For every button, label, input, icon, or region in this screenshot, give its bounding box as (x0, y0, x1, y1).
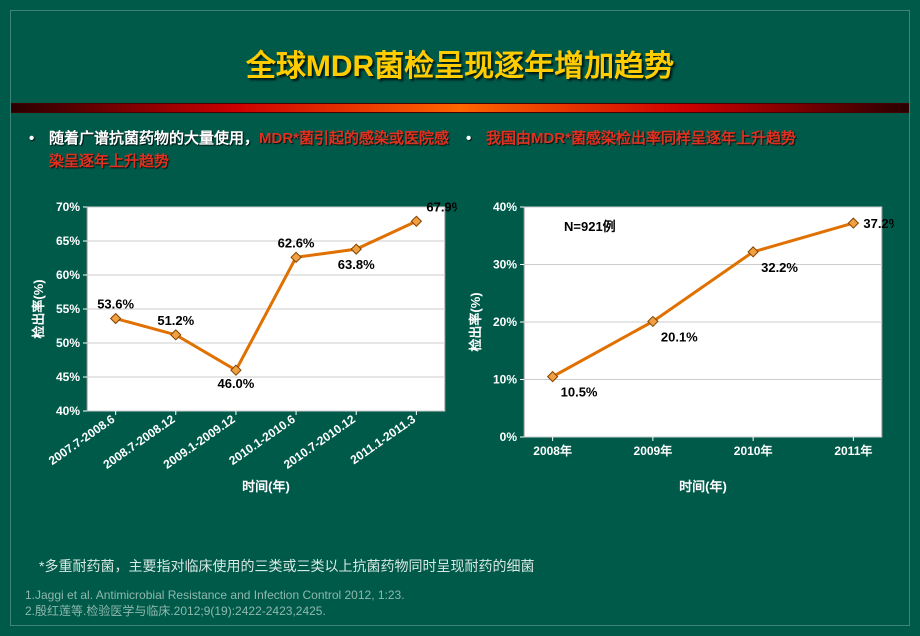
svg-text:20%: 20% (493, 315, 517, 329)
svg-text:45%: 45% (56, 370, 80, 384)
svg-text:检出率(%): 检出率(%) (468, 292, 483, 351)
chart-left: 检出率(%)40%45%50%55%60%65%70%2007.7-2008.6… (29, 197, 454, 497)
svg-text:53.6%: 53.6% (97, 297, 134, 312)
svg-text:10%: 10% (493, 373, 517, 387)
svg-text:10.5%: 10.5% (561, 385, 598, 400)
svg-text:2011年: 2011年 (834, 443, 872, 458)
svg-text:60%: 60% (56, 268, 80, 282)
svg-text:65%: 65% (56, 234, 80, 248)
left-bullet-pre: 随着广谱抗菌药物的大量使用， (49, 130, 259, 147)
svg-text:N=921例: N=921例 (564, 219, 616, 234)
left-bullet: • 随着广谱抗菌药物的大量使用，MDR*菌引起的感染或医院感染呈逐年上升趋势 (29, 127, 454, 189)
svg-text:时间(年): 时间(年) (679, 479, 727, 494)
svg-text:40%: 40% (493, 200, 517, 214)
left-column: • 随着广谱抗菌药物的大量使用，MDR*菌引起的感染或医院感染呈逐年上升趋势 检… (29, 127, 454, 497)
svg-text:32.2%: 32.2% (761, 260, 798, 275)
svg-text:46.0%: 46.0% (217, 376, 254, 391)
svg-text:37.2%: 37.2% (863, 216, 894, 231)
bullet-dot: • (29, 127, 49, 189)
svg-text:40%: 40% (56, 404, 80, 418)
right-column: • 我国由MDR*菌感染检出率同样呈逐年上升趋势 检出率(%) 0% 10% 20% 3… (466, 127, 891, 497)
svg-text:55%: 55% (56, 302, 80, 316)
slide-title: 全球MDR菌检呈现逐年增加趋势 (11, 11, 909, 103)
svg-text:2010年: 2010年 (734, 443, 773, 458)
svg-text:时间(年): 时间(年) (242, 479, 290, 494)
svg-text:20.1%: 20.1% (661, 329, 698, 344)
svg-text:51.2%: 51.2% (157, 313, 194, 328)
svg-text:2009年: 2009年 (634, 443, 673, 458)
right-bullet: • 我国由MDR*菌感染检出率同样呈逐年上升趋势 (466, 127, 891, 189)
svg-text:2011.1-2011.3: 2011.1-2011.3 (348, 412, 419, 467)
svg-text:2008年: 2008年 (533, 443, 572, 458)
ref-1: 1.Jaggi et al. Antimicrobial Resistance … (25, 587, 405, 603)
svg-text:62.6%: 62.6% (278, 235, 315, 250)
chart-right: 检出率(%) 0% 10% 20% 30% 40% 2008年 2009年 2010年 2011年… (466, 197, 891, 497)
references: 1.Jaggi et al. Antimicrobial Resistance … (25, 587, 405, 619)
svg-text:63.8%: 63.8% (338, 257, 375, 272)
title-divider (11, 103, 909, 113)
svg-text:检出率(%): 检出率(%) (31, 279, 46, 338)
svg-text:30%: 30% (493, 258, 517, 272)
svg-text:67.9%: 67.9% (426, 199, 457, 214)
bullet-dot: • (466, 127, 486, 189)
svg-text:50%: 50% (56, 336, 80, 350)
right-bullet-hl: 我国由MDR*菌感染检出率同样呈逐年上升趋势 (486, 130, 796, 147)
svg-text:0%: 0% (500, 430, 518, 444)
svg-text:70%: 70% (56, 200, 80, 214)
footnote: *多重耐药菌，主要指对临床使用的三类或三类以上抗菌药物同时呈现耐药的细菌 (39, 556, 534, 576)
ref-2: 2.殷红莲等.检验医学与临床.2012;9(19):2422-2423,2425… (25, 603, 405, 619)
